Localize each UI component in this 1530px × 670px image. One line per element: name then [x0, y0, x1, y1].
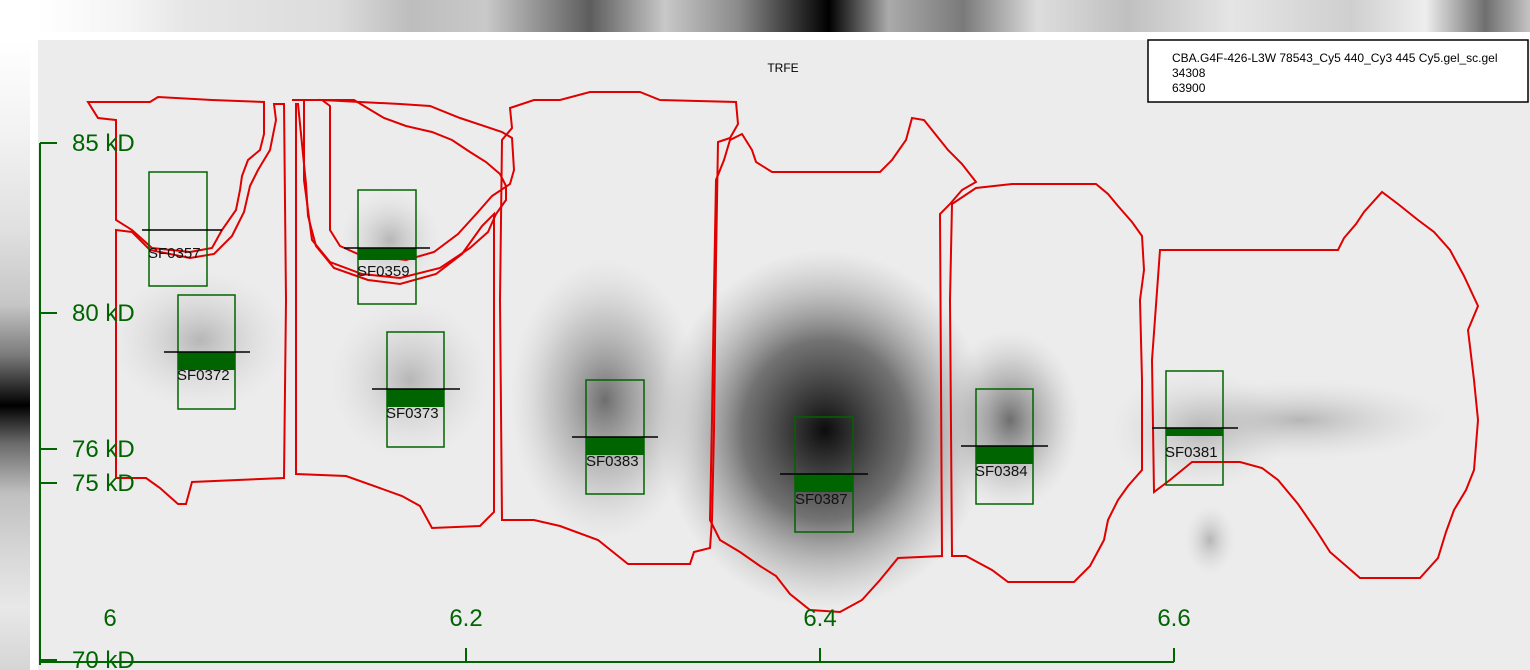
region-outline-1b [115, 103, 288, 505]
x-axis [40, 648, 1175, 663]
spot-band [976, 446, 1033, 464]
spot-SF0373[interactable]: SF0373 [372, 331, 460, 448]
spot-band [795, 474, 853, 492]
spot-SF0383[interactable]: SF0383 [572, 379, 658, 495]
spot-annotations: SF0357 SF0359 SF0372 SF0373 SF0383 [142, 171, 1238, 533]
spot-band [358, 248, 416, 260]
spot-band [178, 352, 235, 370]
spot-label: SF0359 [357, 263, 410, 280]
x-axis-label: 6 [103, 605, 116, 632]
spot-band [387, 389, 444, 407]
y-axis [39, 142, 57, 665]
spot-label: SF0383 [586, 453, 639, 470]
gel-spot-blob [660, 250, 990, 610]
spot-label: SF0357 [148, 245, 201, 262]
region-outlines [86, 91, 1480, 614]
spot-SF0381[interactable]: SF0381 [1152, 370, 1238, 486]
top-intensity-strip [38, 0, 1530, 32]
spot-SF0357[interactable]: SF0357 [142, 171, 222, 287]
spot-label: SF0373 [386, 405, 439, 422]
chart-title: TRFE [767, 61, 798, 75]
legend-value-1: 34308 [1172, 66, 1206, 80]
spot-label: SF0372 [177, 367, 230, 384]
gel-spot-blob [1150, 380, 1450, 460]
gel-spot-blob [110, 270, 290, 410]
legend-filename: CBA.G4F-426-L3W 78543_Cy5 440_Cy3 445 Cy… [1172, 51, 1498, 65]
x-axis-label: 6.6 [1157, 605, 1190, 632]
legend-frame [1147, 39, 1529, 103]
y-axis-label: 75 kD [72, 470, 135, 497]
top-separator [30, 32, 1530, 40]
spot-label: SF0384 [975, 463, 1028, 480]
spot-label: SF0381 [1165, 444, 1218, 461]
x-axis-label: 6.4 [803, 605, 836, 632]
spot-SF0387[interactable]: SF0387 [780, 416, 868, 533]
region-outline-4 [708, 116, 978, 614]
gel-spot-blob [510, 260, 700, 540]
left-intensity-strip [0, 40, 30, 670]
spot-band [586, 437, 644, 455]
spot-band [1166, 428, 1223, 436]
region-outline-1 [86, 95, 265, 254]
spot-label: SF0387 [795, 491, 848, 508]
region-outline-2b [295, 103, 495, 530]
legend-value-2: 63900 [1172, 81, 1206, 95]
spot-SF0384[interactable]: SF0384 [961, 388, 1048, 505]
y-axis-label: 80 kD [72, 300, 135, 327]
spot-box[interactable] [357, 189, 417, 305]
gel-spots [110, 190, 1450, 610]
y-axis-label: 70 kD [72, 647, 135, 670]
spot-box[interactable] [148, 171, 208, 287]
region-outline-2c [318, 98, 516, 262]
gel-spot-blob [330, 300, 490, 460]
x-axis-label: 6.2 [449, 605, 482, 632]
gel-spot-blob [340, 190, 440, 290]
gel-spot-blob [940, 330, 1080, 510]
region-outline-3 [498, 91, 740, 565]
legend-box: CBA.G4F-426-L3W 78543_Cy5 440_Cy3 445 Cy… [1147, 39, 1529, 103]
y-axis-label: 76 kD [72, 436, 135, 463]
region-outline-6 [1150, 190, 1480, 579]
gel-spot-blob [1185, 505, 1235, 575]
region-outline-5 [948, 183, 1146, 583]
spot-SF0372[interactable]: SF0372 [164, 294, 250, 410]
spot-SF0359[interactable]: SF0359 [344, 189, 430, 305]
y-axis-label: 85 kD [72, 130, 135, 157]
